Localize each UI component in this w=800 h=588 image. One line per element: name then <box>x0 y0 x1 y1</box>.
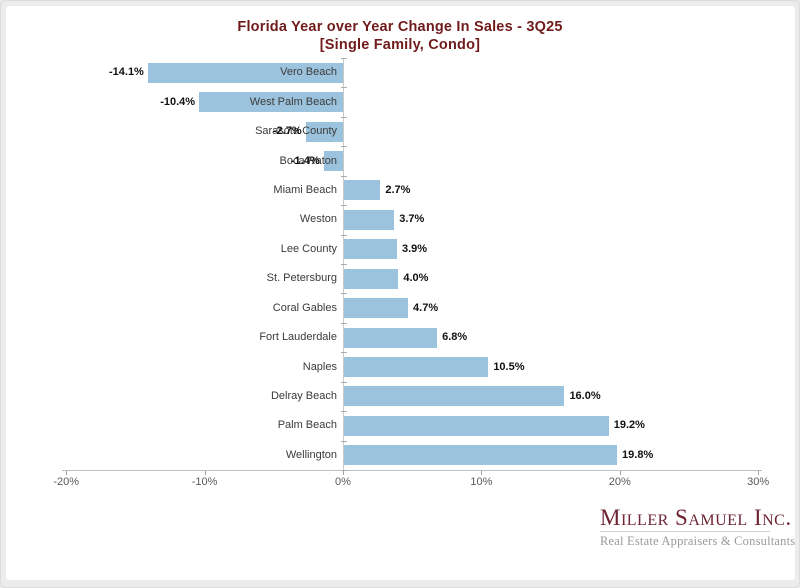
category-axis-tick <box>341 470 347 471</box>
value-label: 4.0% <box>403 272 429 285</box>
bar-boca-raton <box>323 151 343 171</box>
category-axis-tick <box>341 146 347 148</box>
category-axis-tick <box>341 411 347 413</box>
x-axis-tick-label: 20% <box>608 476 631 488</box>
bar-weston <box>343 209 395 230</box>
category-axis-tick <box>341 205 347 207</box>
company-logo: Miller Samuel Inc. Real Estate Appraiser… <box>600 505 796 549</box>
category-axis-tick <box>341 175 347 177</box>
category-axis-tick <box>341 381 347 383</box>
bar-fort-lauderdale <box>343 327 438 348</box>
bar-wellington <box>343 445 618 466</box>
value-label: -14.1% <box>108 66 144 79</box>
category-axis-tick <box>341 264 347 265</box>
chart-title-line1: Florida Year over Year Change In Sales -… <box>237 19 563 35</box>
value-label: 4.7% <box>413 301 439 314</box>
chart-title-line2: [Single Family, Condo] <box>319 37 481 53</box>
x-axis-tick-label: -10% <box>191 476 218 488</box>
value-label: -10.4% <box>160 95 196 108</box>
value-label: 3.7% <box>399 213 425 226</box>
value-label: -2.7% <box>272 125 302 138</box>
company-logo-tagline: Real Estate Appraisers & Consultants <box>600 534 796 548</box>
category-label: St. Petersburg <box>266 272 337 285</box>
x-axis-tick-label: 30% <box>747 476 770 488</box>
value-label: 2.7% <box>385 183 411 196</box>
category-label: Coral Gables <box>272 301 337 314</box>
x-axis-tick <box>343 471 344 475</box>
category-label: Fort Lauderdale <box>259 331 337 344</box>
category-axis-tick <box>341 352 347 354</box>
category-axis-tick <box>341 116 347 118</box>
chart-title: Florida Year over Year Change In Sales -… <box>0 18 800 54</box>
x-axis-tick <box>481 471 483 475</box>
category-axis-tick <box>341 234 347 236</box>
category-label: Wellington <box>285 448 337 461</box>
value-label: 19.2% <box>613 419 645 432</box>
company-logo-name: Miller Samuel Inc. <box>600 505 792 530</box>
x-axis-line <box>62 470 762 471</box>
value-label: 3.9% <box>401 242 428 255</box>
bar-lee-county <box>343 239 397 260</box>
bar-sarasota-county <box>305 121 343 142</box>
x-axis-tick-label: -20% <box>53 476 80 488</box>
category-label: Naples <box>302 360 337 373</box>
category-axis-tick <box>341 87 347 89</box>
category-label: Palm Beach <box>277 419 337 432</box>
value-label: 6.8% <box>442 331 468 344</box>
bar-west-palm-beach <box>199 92 343 113</box>
category-axis-tick <box>341 322 347 324</box>
bar-vero-beach <box>147 62 343 83</box>
category-label: West Palm Beach <box>249 95 337 108</box>
value-label: -1.4% <box>290 154 320 167</box>
x-axis-tick-label: 10% <box>470 476 493 488</box>
x-axis-tick <box>619 471 621 475</box>
category-label: Sarasota County <box>255 125 337 138</box>
bar-naples <box>343 357 489 377</box>
category-label: Delray Beach <box>270 389 337 402</box>
x-axis-tick <box>66 471 68 475</box>
bar-miami-beach <box>343 180 381 201</box>
value-label: 19.8% <box>622 448 654 461</box>
x-axis-tick-label: 0% <box>335 476 351 488</box>
category-label: Vero Beach <box>280 66 337 79</box>
x-axis-tick <box>758 471 760 475</box>
bar-coral-gables <box>343 298 409 319</box>
value-label: 10.5% <box>493 360 525 373</box>
category-axis-tick <box>341 293 347 295</box>
value-label: 16.0% <box>569 389 601 402</box>
logo-divider <box>600 531 770 532</box>
category-label: Lee County <box>280 242 337 255</box>
bar-delray-beach <box>343 386 565 407</box>
category-label: Weston <box>299 213 337 226</box>
bar-st-petersburg <box>343 268 399 289</box>
chart-canvas <box>6 6 795 580</box>
x-axis-tick <box>204 471 206 475</box>
category-axis-tick <box>341 440 347 442</box>
bar-palm-beach <box>343 415 609 436</box>
category-label: Boca Raton <box>279 154 337 167</box>
category-label: Miami Beach <box>273 183 337 196</box>
category-axis-tick <box>341 58 347 59</box>
